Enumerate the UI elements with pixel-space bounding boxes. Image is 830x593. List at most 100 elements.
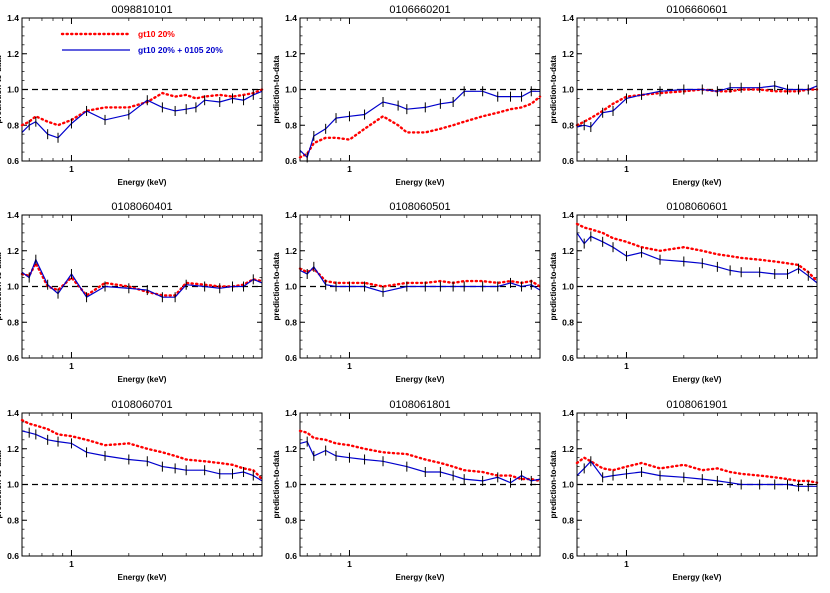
series-red-line (298, 95, 542, 159)
y-tick-label: 1.2 (285, 246, 297, 256)
panel-title: 0108060601 (666, 201, 727, 213)
y-tick-label: 1.2 (285, 49, 297, 59)
panel-0108061901: 0108061901 0.6 0.8 1.0 1.2 1.4 1 Energy (keV) pr… (549, 399, 819, 582)
y-tick-label: 0.6 (562, 551, 574, 561)
series-blue-line (299, 440, 541, 484)
y-tick-label: 1.2 (7, 49, 19, 59)
x-tick-label: 1 (347, 361, 352, 371)
y-tick-label: 0.8 (562, 120, 574, 130)
x-tick-label: 1 (347, 559, 352, 569)
legend: gt10 20% gt10 20% + 0105 20% (60, 29, 223, 55)
y-tick-label: 0.6 (562, 353, 574, 363)
y-tick-label: 1.2 (7, 246, 19, 256)
series-blue-line (21, 90, 263, 139)
y-axis-label: prediction-to-data (272, 252, 281, 321)
y-tick-label: 1.0 (7, 480, 19, 490)
panel-title: 0108060401 (111, 201, 172, 213)
y-tick-label: 1.4 (285, 210, 297, 220)
x-axis-label: Energy (keV) (118, 375, 167, 384)
y-tick-label: 1.4 (7, 13, 19, 23)
legend-red-label: gt10 20% (138, 29, 175, 39)
y-tick-label: 0.8 (285, 515, 297, 525)
y-axis-label: prediction-to-data (272, 55, 281, 124)
panel-0108061801: 0108061801 0.6 0.8 1.0 1.2 1.4 1 Energy (keV) pr… (272, 399, 542, 582)
y-tick-label: 1.0 (285, 480, 297, 490)
y-tick-label: 1.0 (562, 480, 574, 490)
panel-0106660201: 0106660201 0.6 0.8 1.0 1.2 1.4 1 Energy (keV) pr… (272, 4, 542, 187)
panel-title: 0106660201 (389, 4, 450, 16)
y-tick-label: 0.6 (285, 156, 297, 166)
legend-blue-label: gt10 20% + 0105 20% (138, 45, 223, 55)
y-tick-label: 1.4 (562, 210, 574, 220)
y-axis-label: prediction-to-data (272, 450, 281, 519)
series-red-line (20, 418, 264, 481)
y-tick-label: 1.2 (285, 444, 297, 454)
y-tick-label: 1.4 (7, 210, 19, 220)
x-axis-label: Energy (keV) (118, 573, 167, 582)
y-tick-label: 1.0 (7, 282, 19, 292)
y-tick-label: 1.4 (7, 408, 19, 418)
panel-0108060701: 0108060701 0.6 0.8 1.0 1.2 1.4 1 Energy (keV) pr… (0, 399, 264, 582)
x-tick-label: 1 (624, 361, 629, 371)
series-red-line (575, 456, 819, 484)
x-axis-label: Energy (keV) (673, 573, 722, 582)
y-tick-label: 0.6 (285, 551, 297, 561)
panel-title: 0108060501 (389, 201, 450, 213)
panel-0108060601: 0108060601 0.6 0.8 1.0 1.2 1.4 1 Energy (keV) pr… (549, 201, 819, 384)
y-tick-label: 1.0 (285, 85, 297, 95)
y-tick-label: 0.6 (7, 551, 19, 561)
y-tick-label: 1.0 (562, 85, 574, 95)
y-tick-label: 1.0 (562, 282, 574, 292)
x-tick-label: 1 (624, 164, 629, 174)
y-tick-label: 0.8 (562, 515, 574, 525)
y-tick-label: 0.8 (285, 317, 297, 327)
y-axis-label: prediction-to-data (549, 450, 558, 519)
panel-title: 0108061801 (389, 399, 450, 411)
x-tick-label: 1 (347, 164, 352, 174)
y-tick-label: 1.2 (562, 246, 574, 256)
series-blue-line (576, 232, 818, 284)
y-tick-label: 0.6 (285, 353, 297, 363)
series-red-line (20, 88, 264, 127)
y-axis-label: prediction-to-data (549, 252, 558, 321)
panel-title: 0108061901 (666, 399, 727, 411)
y-axis-label: prediction-to-data (549, 55, 558, 124)
y-tick-label: 0.6 (7, 353, 19, 363)
y-tick-label: 1.2 (562, 49, 574, 59)
y-tick-label: 0.8 (285, 120, 297, 130)
y-tick-label: 0.8 (562, 317, 574, 327)
y-tick-label: 0.6 (562, 156, 574, 166)
x-axis-label: Energy (keV) (118, 178, 167, 187)
y-tick-label: 0.8 (7, 515, 19, 525)
y-tick-label: 1.4 (285, 13, 297, 23)
panel-title: 0106660601 (666, 4, 727, 16)
x-tick-label: 1 (69, 559, 74, 569)
series-red-line (575, 222, 819, 283)
y-tick-label: 0.6 (7, 156, 19, 166)
x-axis-label: Energy (keV) (396, 573, 445, 582)
series-blue-line (299, 90, 540, 159)
y-tick-label: 0.8 (7, 317, 19, 327)
panel-0098810101: 0098810101 0.6 0.8 1.0 1.2 1.4 1 Energy (keV) pr… (0, 4, 264, 187)
x-axis-label: Energy (keV) (673, 375, 722, 384)
x-tick-label: 1 (624, 559, 629, 569)
x-axis-label: Energy (keV) (396, 178, 445, 187)
panel-0106660601: 0106660601 0.6 0.8 1.0 1.2 1.4 1 Energy (keV) pr… (549, 4, 819, 187)
y-tick-label: 1.2 (7, 444, 19, 454)
x-axis-label: Energy (keV) (396, 375, 445, 384)
panel-0108060401: 0108060401 0.6 0.8 1.0 1.2 1.4 1 Energy (keV) pr… (0, 201, 264, 384)
y-tick-label: 1.0 (7, 85, 19, 95)
x-axis-label: Energy (keV) (673, 178, 722, 187)
y-tick-label: 1.4 (562, 13, 574, 23)
y-tick-label: 1.4 (285, 408, 297, 418)
y-tick-label: 0.8 (7, 120, 19, 130)
x-tick-label: 1 (69, 361, 74, 371)
y-tick-label: 1.2 (562, 444, 574, 454)
y-tick-label: 1.4 (562, 408, 574, 418)
y-axis-label: prediction-to-data (0, 450, 3, 519)
y-tick-label: 1.0 (285, 282, 297, 292)
panel-0108060501: 0108060501 0.6 0.8 1.0 1.2 1.4 1 Energy (keV) pr… (272, 201, 542, 384)
x-tick-label: 1 (69, 164, 74, 174)
y-axis-label: prediction-to-data (0, 55, 3, 124)
